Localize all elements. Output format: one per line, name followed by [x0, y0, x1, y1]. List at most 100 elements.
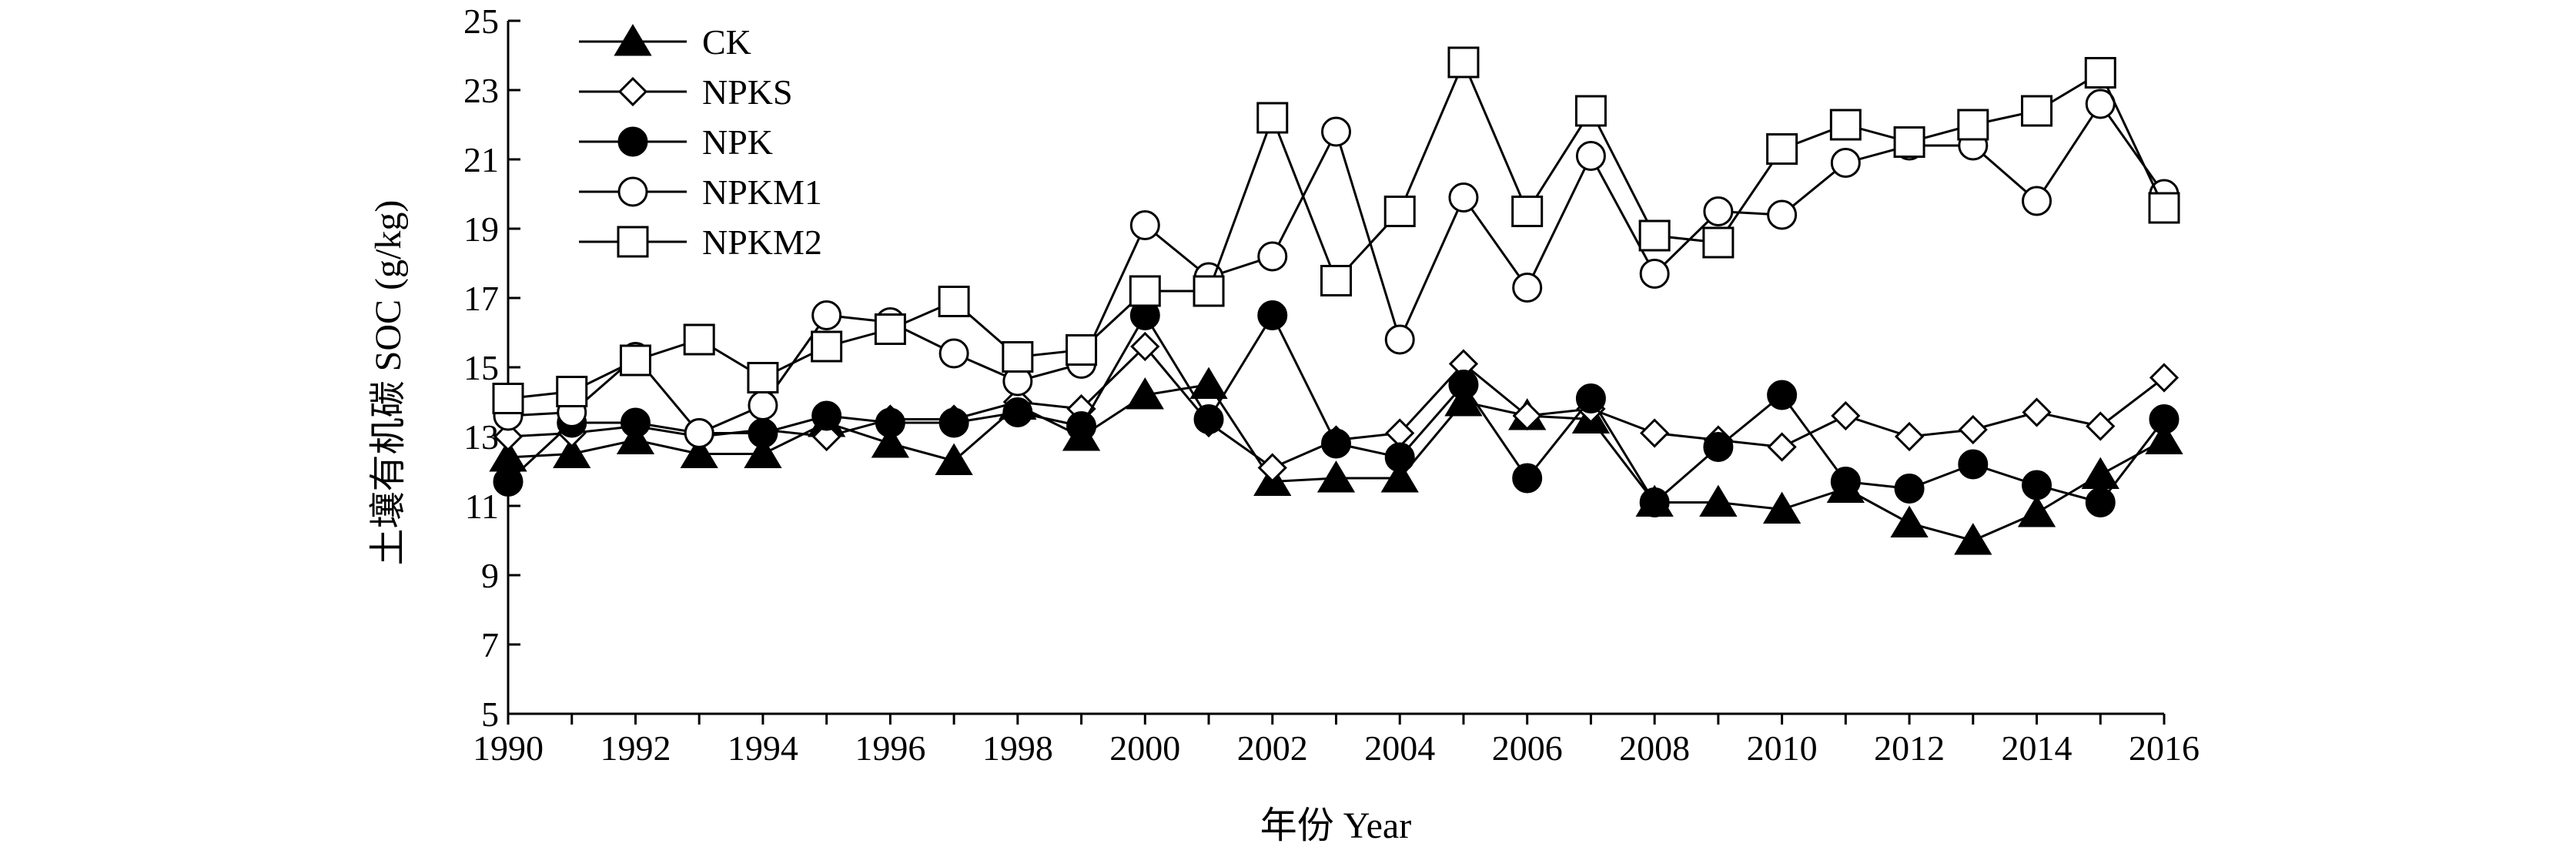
- data-point: [1703, 432, 1734, 462]
- legend-marker: [617, 76, 648, 107]
- data-point: [811, 400, 842, 431]
- data-point: [2022, 186, 2052, 216]
- data-point: [1002, 341, 1034, 373]
- data-point: [1894, 421, 1925, 452]
- data-point: [1762, 491, 1802, 524]
- legend-marker: [617, 226, 649, 258]
- data-point: [875, 407, 905, 438]
- legend-item-npkm1: NPKM1: [579, 172, 822, 212]
- x-tick-label: 2004: [1364, 728, 1435, 768]
- data-point: [1767, 380, 1798, 410]
- data-point: [1954, 523, 1992, 555]
- data-point: [1321, 428, 1351, 459]
- data-point: [493, 421, 524, 452]
- data-point: [744, 436, 782, 468]
- data-point: [1575, 383, 1606, 413]
- data-point: [1639, 487, 1670, 517]
- data-point: [2017, 495, 2056, 527]
- data-point: [1448, 182, 1479, 213]
- data-point: [2021, 95, 2053, 127]
- x-tick-label: 2016: [2129, 728, 2200, 768]
- data-point: [1512, 273, 1543, 303]
- data-point: [1066, 411, 1097, 441]
- data-point: [1320, 265, 1352, 296]
- legend-label: NPKS: [702, 72, 793, 112]
- data-point: [1129, 210, 1160, 240]
- x-tick-label: 1998: [982, 728, 1053, 768]
- legend-marker: [617, 126, 648, 157]
- data-point: [1321, 116, 1351, 147]
- legend-item-npks: NPKS: [579, 72, 793, 112]
- data-point: [619, 344, 651, 377]
- data-point: [1958, 449, 1989, 480]
- data-point: [1512, 463, 1543, 494]
- y-tick-label: 15: [463, 348, 499, 387]
- data-point: [938, 407, 969, 438]
- data-point: [1002, 397, 1033, 427]
- data-point: [1830, 467, 1861, 497]
- legend-label: NPKM1: [702, 172, 822, 212]
- series-npks: [493, 331, 2180, 483]
- data-point: [680, 436, 718, 468]
- data-point: [1703, 196, 1734, 226]
- data-point: [811, 330, 843, 363]
- data-point: [1893, 126, 1925, 158]
- data-point: [1512, 400, 1542, 431]
- legend-marker: [617, 176, 648, 207]
- data-point: [2022, 397, 2052, 427]
- data-point: [553, 436, 591, 468]
- data-point: [811, 300, 842, 330]
- data-point: [1767, 199, 1798, 230]
- data-point: [871, 426, 910, 458]
- data-point: [1126, 377, 1164, 410]
- data-point: [1257, 300, 1288, 330]
- x-tick-label: 1992: [600, 728, 671, 768]
- data-point: [2086, 411, 2116, 441]
- y-tick-label: 9: [481, 556, 499, 595]
- data-point: [2149, 404, 2180, 434]
- data-point: [1829, 109, 1862, 141]
- data-point: [2085, 487, 2116, 517]
- data-point: [2148, 192, 2180, 224]
- legend-marker: [614, 24, 652, 56]
- legend-item-ck: CK: [579, 22, 751, 62]
- x-tick-label: 1990: [473, 728, 544, 768]
- data-point: [2081, 457, 2119, 489]
- y-tick-label: 7: [481, 625, 499, 665]
- data-point: [1383, 196, 1416, 227]
- data-point: [748, 418, 778, 448]
- data-point: [811, 421, 841, 452]
- data-point: [1193, 404, 1224, 434]
- data-point: [1130, 331, 1160, 362]
- data-point: [1189, 367, 1228, 399]
- y-tick-label: 25: [463, 2, 499, 41]
- axes: 5 7 9 11 13 15 17 19 21 23 25 1990 1992 1994 1996 1998 2…: [463, 2, 2200, 768]
- data-point: [1890, 505, 1929, 537]
- y-axis-title: 土壤有机碳 SOC (g/kg): [368, 200, 409, 566]
- data-point: [1444, 384, 1483, 417]
- data-point: [620, 407, 651, 438]
- data-point: [2084, 57, 2116, 89]
- x-tick-label: 1994: [728, 728, 798, 768]
- data-point: [2022, 470, 2052, 500]
- x-tick-label: 2012: [1874, 728, 1945, 768]
- y-tick-label: 23: [463, 71, 499, 110]
- legend-item-npk: NPK: [579, 122, 773, 162]
- data-point: [1894, 474, 1925, 504]
- data-point: [1639, 259, 1670, 289]
- data-point: [747, 362, 779, 393]
- legend-label: NPK: [702, 122, 773, 162]
- data-point: [1257, 241, 1288, 272]
- x-axis-title: 年份 Year: [1260, 805, 1411, 846]
- data-point: [1380, 460, 1419, 493]
- data-point: [1574, 95, 1607, 127]
- x-tick-label: 2002: [1237, 728, 1308, 768]
- data-point: [1831, 400, 1861, 431]
- x-tick-label: 2006: [1492, 728, 1563, 768]
- y-tick-label: 5: [481, 695, 499, 734]
- data-point: [1257, 453, 1287, 483]
- data-point: [556, 376, 588, 407]
- series-npk: [493, 300, 2180, 517]
- data-point: [2149, 363, 2180, 393]
